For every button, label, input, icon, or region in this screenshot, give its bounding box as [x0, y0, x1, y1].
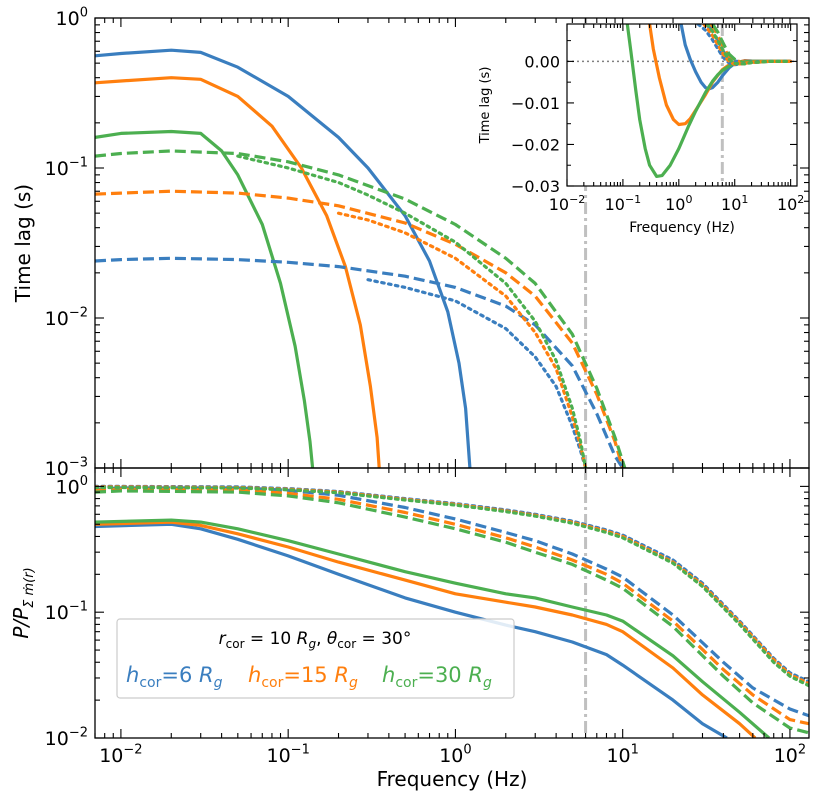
top-y-tick-label: 100 — [56, 5, 88, 30]
bottom-y-tick-label: 100 — [56, 474, 88, 499]
top-series-group — [95, 18, 627, 468]
bottom-series-h15-dashed — [95, 487, 809, 726]
inset-y-tick-label: −0.03 — [511, 177, 560, 196]
legend-entry-h6: hcor=6 Rg — [126, 663, 223, 691]
top-series-h6-solid — [95, 48, 472, 468]
bottom-x-axis-label: Frequency (Hz) — [377, 767, 528, 791]
legend: rcor = 10 Rg, θcor = 30° hcor=6 Rg hcor=… — [116, 618, 515, 699]
bottom-series-h30-dashed — [95, 489, 809, 735]
legend-box — [116, 618, 515, 699]
top-series-h30-solid — [95, 129, 315, 468]
bottom-panel: 100 10−1 10−2 10−2 10−1 100 101 102 P/PΣ ṁ(r) F… — [9, 467, 810, 791]
top-series-h15-solid — [95, 76, 381, 468]
top-y-tick-label: 10−2 — [45, 305, 88, 330]
inset-y-tick-label: 0.00 — [524, 52, 560, 71]
bottom-x-tick-label: 101 — [606, 742, 638, 767]
bottom-y-axis-label-main: P/P — [9, 607, 33, 639]
inset-x-tick-label: 101 — [721, 193, 748, 214]
top-y-tick-label: 10−3 — [45, 455, 88, 480]
inset-y-axis-label: Time lag (s) — [478, 67, 493, 145]
bottom-x-tick-label: 102 — [774, 742, 806, 767]
top-series-h6-dotted — [366, 278, 588, 468]
inset-y-tick-label: −0.02 — [511, 135, 560, 154]
bottom-x-tick-label: 10−2 — [99, 742, 142, 767]
bottom-series-h30-dotted — [95, 485, 809, 688]
inset-series-group — [567, 24, 797, 186]
bottom-y-axis-label: P/PΣ ṁ(r) — [9, 567, 37, 638]
top-y-tick-label: 10−1 — [45, 155, 88, 180]
bottom-y-axis-label-sub: Σ ṁ(r) — [22, 567, 37, 608]
inset-background — [567, 24, 797, 186]
top-ticks: 100 10−1 10−2 10−3 — [45, 5, 809, 480]
top-series-h30-dotted — [236, 154, 588, 468]
top-series-h15-dashed — [95, 189, 625, 468]
inset-y-tick-label: −0.01 — [511, 94, 560, 113]
top-series-h15-dotted — [336, 211, 588, 468]
bottom-y-tick-label: 10−2 — [45, 725, 88, 750]
bottom-x-tick-label: 10−1 — [266, 742, 309, 767]
top-y-axis-label: Time lag (s) — [11, 184, 35, 303]
bottom-series-group — [95, 468, 809, 738]
legend-entry-h30: hcor=30 Rg — [382, 663, 492, 691]
bottom-frame — [94, 467, 810, 739]
inset-x-axis-label: Frequency (Hz) — [629, 220, 735, 236]
top-panel: 100 10−1 10−2 10−3 Time lag (s) — [11, 5, 810, 480]
legend-entry-h15: hcor=15 Rg — [248, 663, 358, 691]
bottom-x-tick-label: 100 — [439, 742, 471, 767]
legend-title: rcor = 10 Rg, θcor = 30° — [219, 629, 412, 651]
bottom-series-h30-solid — [95, 518, 771, 738]
inset-x-tick-label: 100 — [665, 193, 692, 214]
bottom-ticks: 100 10−1 10−2 10−2 10−1 100 101 102 — [45, 468, 809, 767]
bottom-series-h15-solid — [95, 520, 757, 738]
inset-frame — [566, 23, 798, 187]
inset-x-tick-label: 10−2 — [549, 193, 586, 214]
top-series-h6-dashed — [95, 256, 625, 468]
inset-series-h30-dotted — [705, 24, 793, 66]
bottom-y-tick-label: 10−1 — [45, 600, 88, 625]
top-series-h30-dashed — [95, 149, 627, 468]
inset-x-tick-label: 10−1 — [605, 193, 642, 214]
inset-x-tick-label: 102 — [777, 193, 804, 214]
